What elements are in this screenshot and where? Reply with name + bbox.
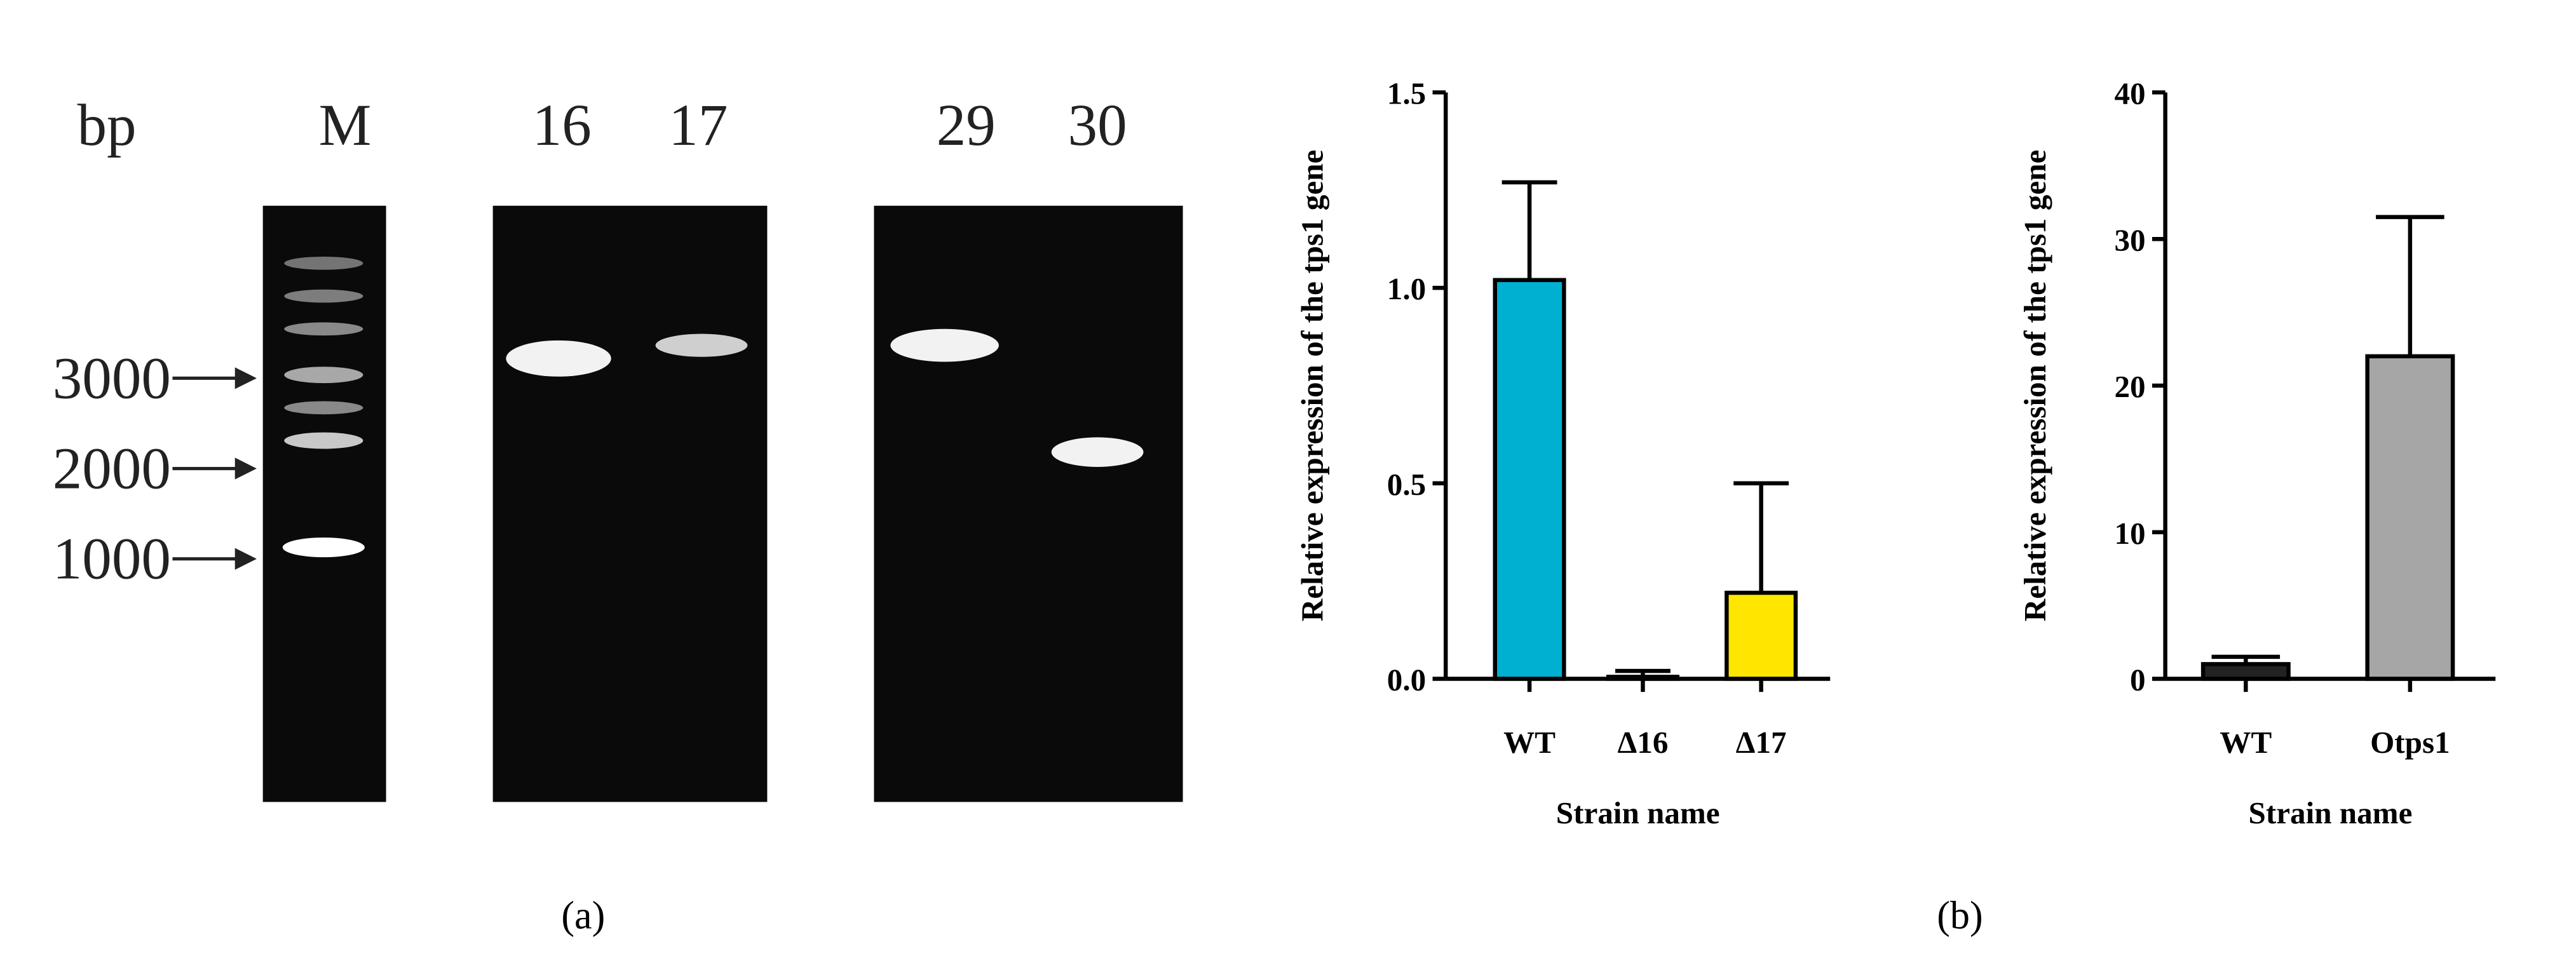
lane-label: 17 <box>668 93 728 158</box>
y-tick-label: 1.5 <box>1387 76 1426 111</box>
bar <box>1725 590 1798 681</box>
x-tick-label: WT <box>2220 725 2272 760</box>
y-tick-label: 0 <box>2130 663 2146 698</box>
bar <box>2200 662 2291 681</box>
x-tick-label: Δ16 <box>1618 725 1669 760</box>
marker-label: 3000 <box>53 346 171 411</box>
y-tick-label: 1.0 <box>1387 271 1426 306</box>
gel-block <box>492 205 768 802</box>
ladder-bands <box>282 256 365 558</box>
x-tick-label: Otps1 <box>2370 725 2450 760</box>
y-tick-label: 0.5 <box>1387 467 1426 502</box>
gel-block <box>874 205 1183 802</box>
y-tick-label: 20 <box>2115 369 2146 404</box>
x-tick-label: Δ17 <box>1736 725 1787 760</box>
bar-chart: 0.0 0.5 1.0 1.5 WT Δ16 Δ17 Strain name Relative … <box>1294 76 1831 830</box>
y-axis-label: Relative expression of the tps1 gene <box>2017 150 2052 621</box>
y-axis-label: Relative expression of the tps1 gene <box>1294 150 1329 621</box>
lane-label: 16 <box>532 93 592 158</box>
x-tick-label: WT <box>1503 725 1556 760</box>
x-axis-label: Strain name <box>1556 795 1720 830</box>
gel-lane-m <box>262 205 386 802</box>
size-header: bp <box>78 93 137 158</box>
x-axis-label: Strain name <box>2249 795 2413 830</box>
lane-label: 29 <box>937 93 996 158</box>
bar <box>1606 675 1679 681</box>
panel-label: (b) <box>1937 894 1983 937</box>
marker-arrows <box>172 367 257 570</box>
y-tick-label: 40 <box>2115 76 2146 111</box>
lane-label: 30 <box>1068 93 1127 158</box>
y-tick-label: 0.0 <box>1387 663 1426 698</box>
marker-label: 2000 <box>53 436 171 502</box>
gel-panel: bp M 16 17 29 30 3000 2000 1000 <box>53 93 1183 802</box>
y-tick-label: 30 <box>2115 222 2146 257</box>
bar <box>1493 278 1566 681</box>
lane-label: M <box>319 93 372 158</box>
sample-bands <box>506 328 1144 467</box>
bar <box>2365 354 2455 681</box>
marker-label: 1000 <box>53 527 171 592</box>
bar-chart: 0 10 20 30 40 WT Otps1 Strain name Relative expr… <box>2017 76 2496 830</box>
panel-label: (a) <box>561 894 605 937</box>
y-tick-label: 10 <box>2115 516 2146 551</box>
